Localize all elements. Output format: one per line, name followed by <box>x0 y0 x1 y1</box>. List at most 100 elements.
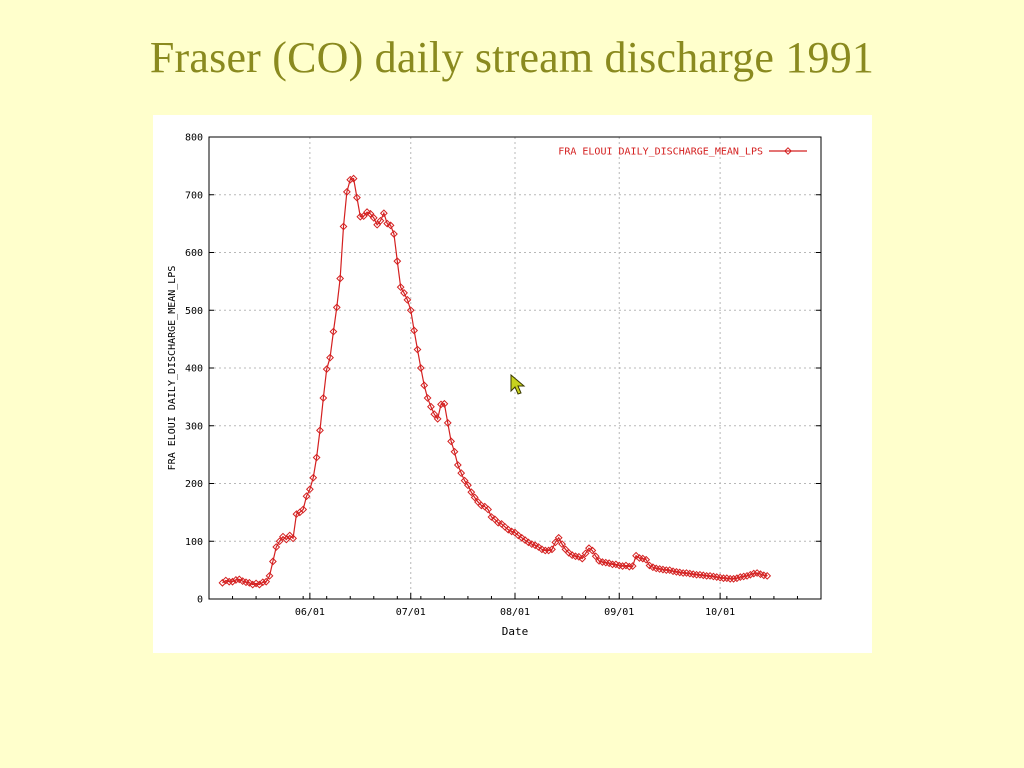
data-point <box>726 574 735 583</box>
slide-title: Fraser (CO) daily stream discharge 1991 <box>149 33 875 82</box>
y-tick-label: 200 <box>185 479 203 490</box>
data-point <box>719 574 728 583</box>
data-point <box>504 525 513 534</box>
data-point <box>305 485 314 494</box>
data-point <box>702 571 711 580</box>
data-point <box>369 213 378 222</box>
data-point <box>574 552 583 561</box>
data-point <box>342 187 351 196</box>
x-tick-label: 09/01 <box>604 607 634 618</box>
data-point <box>275 537 284 546</box>
data-point <box>366 209 375 218</box>
grid-lines <box>209 137 821 599</box>
data-point <box>558 540 566 549</box>
data-point <box>396 283 405 292</box>
y-tick-label: 400 <box>185 364 203 375</box>
data-point <box>406 306 415 315</box>
data-point <box>541 546 550 555</box>
data-point <box>618 562 627 570</box>
y-axis-label: FRA ELOUI DAILY_DISCHARGE_MEAN_LPS <box>167 266 178 471</box>
data-point <box>743 571 751 580</box>
data-point <box>302 492 311 501</box>
data-point <box>353 193 361 202</box>
data-point <box>531 541 540 550</box>
data-point <box>289 534 297 543</box>
data-point <box>692 570 701 579</box>
data-point <box>410 326 419 335</box>
x-tick-label: 06/01 <box>295 607 325 618</box>
data-point <box>585 544 593 553</box>
data-point <box>312 453 321 462</box>
data-point <box>228 577 237 586</box>
data-point <box>255 580 264 589</box>
chart-panel: 0 100 200 300 400 500 600 700 800 06/01 07/01 08/01… <box>153 115 872 653</box>
data-point <box>390 230 398 238</box>
data-point <box>322 365 331 374</box>
data-point <box>416 364 425 372</box>
data-point <box>400 289 408 297</box>
y-tick-label: 600 <box>185 248 203 259</box>
data-point <box>440 399 449 408</box>
data-point <box>662 566 671 575</box>
data-point <box>413 345 422 354</box>
data-point <box>376 216 385 225</box>
data-point <box>262 577 271 586</box>
data-point <box>578 554 587 563</box>
data-point <box>517 533 526 542</box>
data-point <box>383 219 392 228</box>
data-point <box>679 569 688 577</box>
data-point <box>554 533 563 542</box>
data-point <box>265 571 274 580</box>
data-point <box>763 571 772 580</box>
data-point <box>299 505 308 514</box>
discharge-chart: 0 100 200 300 400 500 600 700 800 06/01 07/01 08/01… <box>167 133 822 638</box>
y-tick-label: 100 <box>185 537 203 548</box>
data-point <box>484 505 493 514</box>
data-point <box>423 394 432 402</box>
data-point <box>733 574 741 583</box>
data-point <box>588 546 597 555</box>
data-point <box>268 557 277 566</box>
y-tick-label: 700 <box>185 190 203 201</box>
data-point <box>272 543 281 551</box>
data-point <box>521 536 529 545</box>
data-point <box>453 461 462 469</box>
data-point <box>645 561 654 570</box>
data-point <box>292 510 301 519</box>
data-point <box>373 220 382 229</box>
data-point <box>591 552 600 561</box>
data-point <box>356 212 365 221</box>
series-group <box>218 174 772 589</box>
x-tick-label: 07/01 <box>396 607 426 618</box>
data-point <box>218 578 227 587</box>
data-point <box>386 221 395 230</box>
mouse-cursor-icon <box>510 374 526 395</box>
data-point <box>736 573 745 581</box>
legend-marker <box>784 147 792 155</box>
data-point <box>739 572 748 581</box>
data-point <box>379 209 388 218</box>
data-point <box>393 257 402 266</box>
data-point <box>729 574 738 583</box>
data-point <box>282 535 291 544</box>
data-point <box>225 577 234 586</box>
data-point <box>551 538 560 547</box>
data-point <box>326 353 334 362</box>
data-point <box>470 493 479 502</box>
data-point <box>309 473 318 482</box>
data-point <box>524 538 533 547</box>
data-point <box>447 437 456 446</box>
x-axis-label: Date <box>502 625 529 638</box>
data-point <box>467 488 476 497</box>
data-point <box>346 175 355 184</box>
x-tick-label: 08/01 <box>500 607 530 618</box>
data-point <box>625 562 634 571</box>
data-point <box>363 208 371 216</box>
data-point <box>359 212 368 221</box>
data-point <box>581 549 590 558</box>
data-point <box>336 274 345 283</box>
data-point <box>564 548 573 557</box>
data-point <box>608 560 617 569</box>
data-point <box>329 327 338 336</box>
data-point <box>450 447 459 456</box>
